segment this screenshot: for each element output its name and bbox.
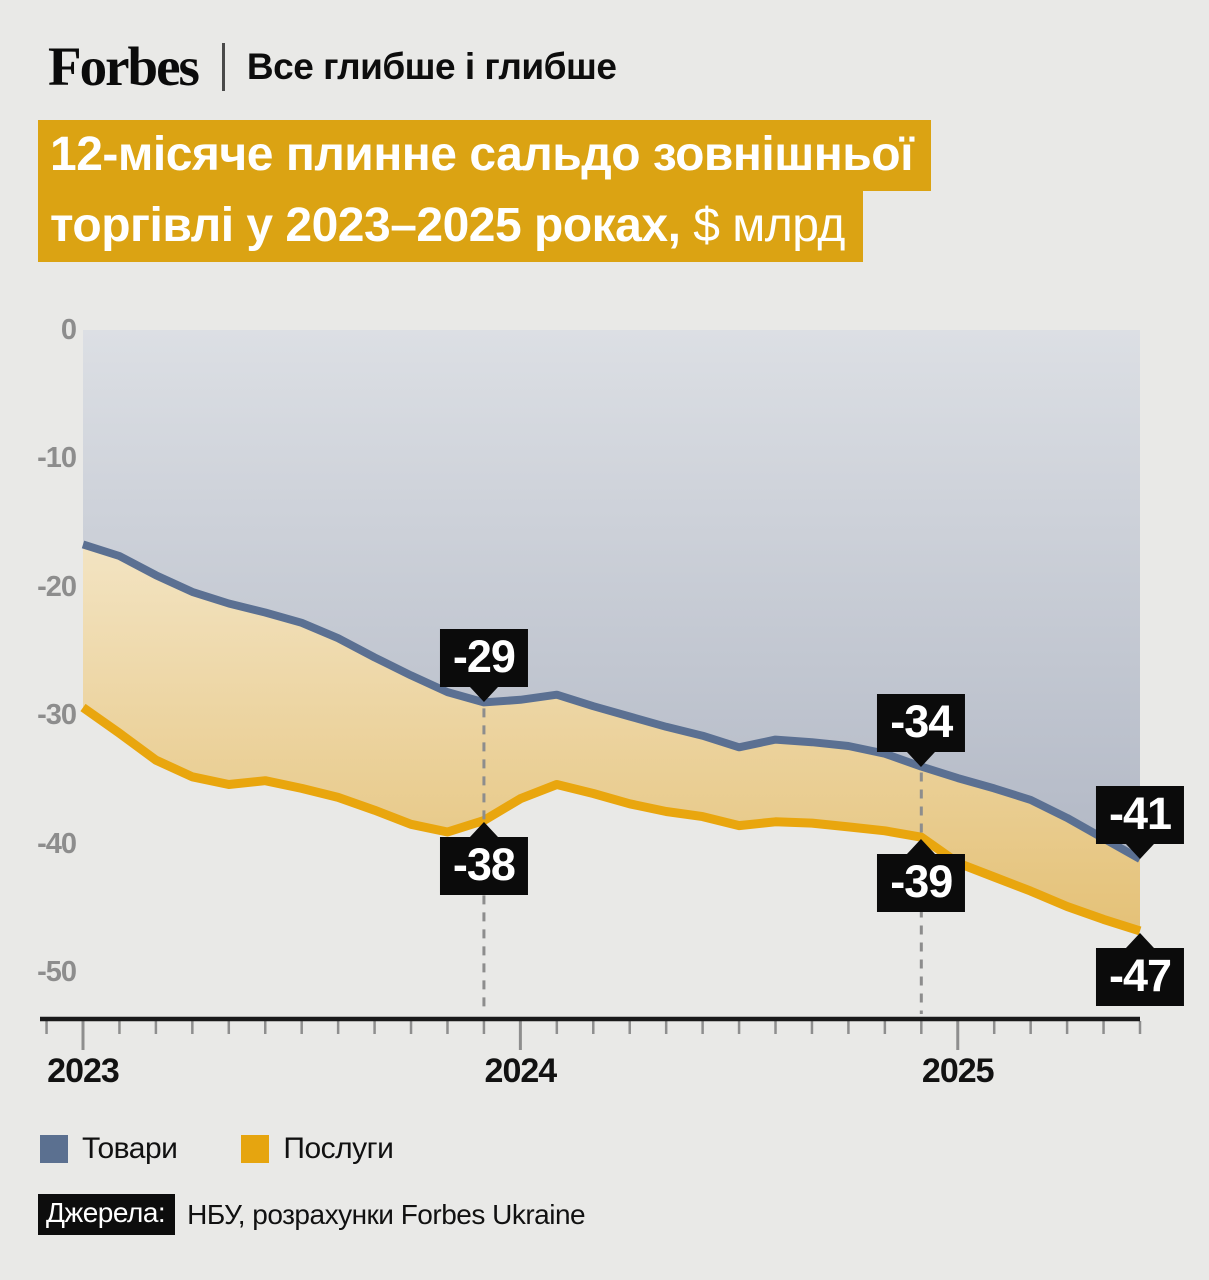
chart-title-unit: $ млрд bbox=[680, 199, 845, 252]
data-label: -29 bbox=[439, 629, 528, 703]
header-divider bbox=[221, 43, 225, 91]
y-axis-label: -50 bbox=[37, 956, 77, 988]
goods-swatch-icon bbox=[40, 1135, 68, 1163]
y-axis-label: -30 bbox=[37, 699, 77, 732]
data-label: -41 bbox=[1095, 786, 1185, 859]
y-axis-label: -40 bbox=[37, 827, 77, 860]
legend-item-services: Послуги bbox=[241, 1132, 394, 1166]
services-swatch-icon bbox=[241, 1135, 270, 1163]
legend-label-services: Послуги bbox=[283, 1132, 394, 1165]
forbes-logo: Forbes bbox=[48, 36, 200, 97]
source-line: Джерела: НБУ, розрахунки Forbes Ukraine bbox=[38, 1194, 586, 1235]
goods-area bbox=[83, 330, 1140, 859]
legend: Товари Послуги bbox=[40, 1132, 457, 1166]
legend-item-goods: Товари bbox=[40, 1132, 178, 1166]
data-label: -39 bbox=[877, 839, 966, 913]
x-axis-year-label: 2025 bbox=[921, 1052, 995, 1090]
y-axis-label: -10 bbox=[37, 442, 77, 475]
x-axis-year-label: 2024 bbox=[484, 1052, 558, 1090]
y-axis-label: -20 bbox=[37, 570, 77, 603]
y-axis-label: 0 bbox=[60, 314, 77, 346]
source-chip: Джерела: bbox=[38, 1194, 176, 1235]
header-tagline: Все глибше і глибше bbox=[246, 46, 617, 87]
x-axis-year-label: 2023 bbox=[47, 1052, 120, 1090]
legend-label-goods: Товари bbox=[82, 1132, 178, 1165]
chart-title: 12-місяче плинне сальдо зовнішньої торгі… bbox=[38, 120, 932, 262]
data-label: -38 bbox=[439, 822, 528, 896]
chart-title-line2: торгівлі у 2023–2025 роках, $ млрд bbox=[38, 191, 863, 262]
goods-line bbox=[81, 540, 1142, 863]
chart-title-line1: 12-місяче плинне сальдо зовнішньої bbox=[38, 120, 932, 191]
services-area bbox=[83, 544, 1140, 931]
data-label: -47 bbox=[1095, 932, 1185, 1006]
source-text: НБУ, розрахунки Forbes Ukraine bbox=[187, 1198, 586, 1230]
data-label: -34 bbox=[877, 693, 966, 767]
header: Forbes Все глибше і глибше bbox=[48, 36, 617, 97]
chart-title-line2-bold: торгівлі у 2023–2025 роках, bbox=[50, 199, 681, 252]
